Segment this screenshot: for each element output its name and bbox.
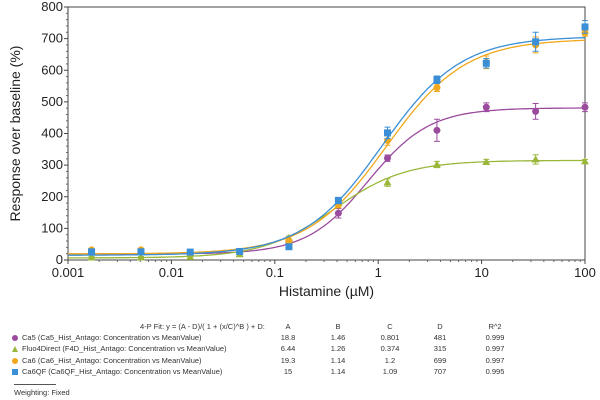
data-point	[383, 154, 391, 162]
table-cell: 0.995	[485, 366, 505, 376]
series-name: Ca6QF (Ca6QF_Hist_Antago: Concentration …	[22, 366, 223, 376]
table-cell: 315	[433, 344, 447, 354]
circle-marker-icon	[12, 357, 18, 364]
y-tick-label: 400	[41, 126, 63, 141]
table-row-label: Ca6QF (Ca6QF_Hist_Antago: Concentration …	[12, 367, 222, 376]
data-point	[285, 243, 293, 251]
data-point	[136, 253, 145, 261]
y-tick-label: 600	[41, 62, 63, 77]
series-name: Ca5 (Ca5_Hist_Antago: Concentration vs M…	[22, 333, 202, 342]
table-cell: 0.997	[485, 355, 505, 365]
fit-equation: 4-P Fit: y = (A - D)/( 1 + (x/C)^B ) + D…	[140, 322, 265, 331]
data-point	[88, 248, 96, 256]
data-point	[581, 157, 589, 165]
data-point	[186, 248, 194, 256]
table-cell: 15	[283, 366, 293, 376]
data-point	[137, 248, 145, 256]
table-cell: 1.2	[384, 355, 396, 365]
table-cell: 6.44	[280, 344, 296, 354]
table-cell: 0.999	[485, 333, 505, 342]
data-point	[334, 197, 342, 205]
y-tick-label: 0	[56, 252, 63, 267]
table-cell: 19.3	[280, 355, 296, 365]
table-cell: 1.09	[382, 366, 398, 376]
table-row-label: Fluo4Direct (F4D_Hist_Antago: Concentrat…	[12, 344, 227, 353]
y-tick-label: 100	[41, 220, 63, 235]
x-axis-label: Histamine (µM)	[279, 283, 374, 299]
table-cell: 1.26	[330, 344, 346, 354]
data-point	[433, 126, 441, 134]
fit-curve-2	[68, 39, 586, 255]
square-marker-icon	[12, 368, 18, 375]
fit-curve-3	[68, 37, 586, 256]
fit-curve-0	[68, 107, 585, 255]
table-cell: 707	[433, 366, 447, 376]
y-axis-label: Response over baseline (%)	[7, 46, 23, 222]
data-point	[383, 129, 391, 137]
x-tick-label: 10	[474, 265, 488, 280]
data-point	[482, 59, 490, 67]
column-header: D	[437, 322, 443, 331]
data-point	[532, 107, 540, 115]
x-tick-label: 0.1	[266, 265, 284, 280]
triangle-marker-icon	[12, 346, 18, 353]
data-point	[383, 178, 392, 186]
y-tick-label: 500	[41, 94, 63, 109]
data-point	[482, 103, 490, 111]
table-cell: 481	[433, 333, 447, 342]
data-point	[433, 84, 441, 92]
data-point	[186, 252, 195, 260]
data-point	[482, 157, 491, 165]
column-header: C	[387, 322, 393, 331]
x-tick-label: 100	[574, 265, 596, 280]
data-point	[532, 38, 540, 46]
data-point	[236, 247, 244, 255]
divider	[14, 384, 56, 385]
data-point	[581, 23, 589, 31]
table-row-label: Ca6 (Ca6_Hist_Antago: Concentration vs M…	[12, 356, 202, 365]
column-header: R^2	[488, 322, 502, 331]
table-cell: 18.8	[280, 333, 296, 342]
table-cell: 699	[433, 355, 447, 365]
y-tick-label: 300	[41, 157, 63, 172]
y-tick-label: 700	[41, 31, 63, 46]
data-point	[87, 253, 96, 261]
data-point	[531, 155, 540, 163]
table-cell: 1.46	[330, 333, 346, 342]
table-cell: 0.801	[380, 333, 400, 342]
circle-marker-icon	[12, 335, 18, 341]
y-tick-label: 200	[41, 189, 63, 204]
table-cell: 1.14	[330, 355, 346, 365]
series-name: Fluo4Direct (F4D_Hist_Antago: Concentrat…	[22, 344, 227, 354]
table-row-label: Ca5 (Ca5_Hist_Antago: Concentration vs M…	[12, 333, 202, 342]
y-tick-label: 800	[41, 0, 63, 14]
x-tick-label: 0.01	[159, 265, 184, 280]
fit-curve-1	[68, 159, 585, 259]
x-tick-label: 1	[375, 265, 382, 280]
table-cell: 1.14	[330, 366, 346, 376]
data-point	[285, 237, 293, 245]
x-tick-label: 0.001	[52, 265, 85, 280]
weighting-label: Weighting: Fixed	[14, 388, 70, 397]
dose-response-chart: 0 100 200 300 400 500 600 700 800 0.001 0.01 0.1 1 10…	[7, 0, 596, 299]
column-header: B	[335, 322, 341, 331]
table-cell: 0.997	[485, 344, 505, 354]
data-point	[581, 103, 589, 111]
column-header: A	[285, 322, 291, 331]
table-cell: 0.374	[380, 344, 400, 354]
data-point	[432, 160, 441, 168]
data-point	[433, 76, 441, 84]
data-point	[334, 209, 342, 217]
series-name: Ca6 (Ca6_Hist_Antago: Concentration vs M…	[22, 355, 202, 365]
